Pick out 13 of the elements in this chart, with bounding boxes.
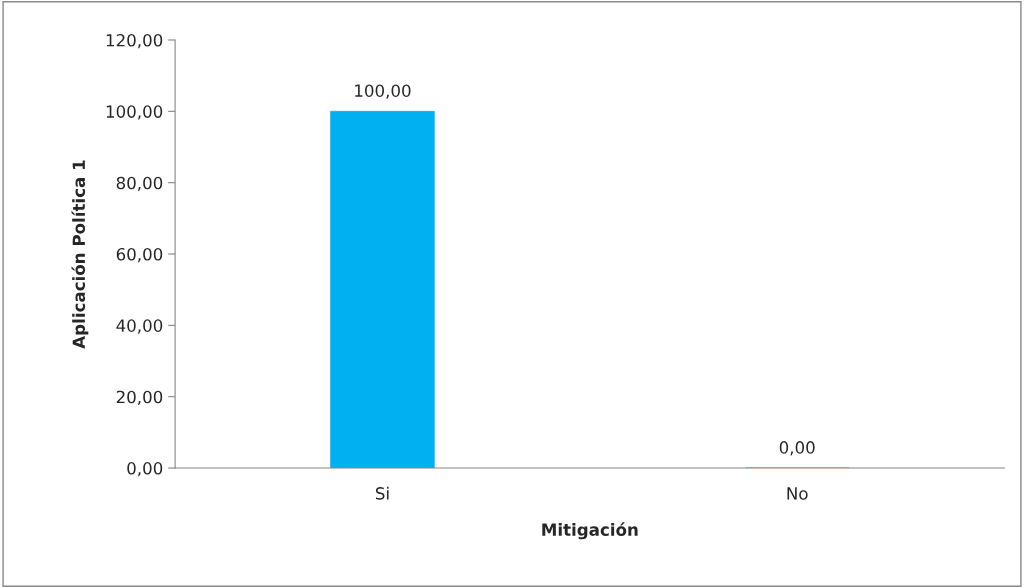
y-tick-label: 80,00 bbox=[116, 176, 163, 191]
x-axis-title: Mitigación bbox=[542, 522, 638, 540]
y-tick-label: 0,00 bbox=[127, 462, 163, 477]
y-tick-label: 20,00 bbox=[116, 390, 163, 405]
y-tick-label: 100,00 bbox=[106, 105, 163, 120]
y-tick-label: 40,00 bbox=[116, 319, 163, 334]
y-axis-title: Aplicación Política 1 bbox=[71, 160, 89, 349]
data-label: 100,00 bbox=[355, 84, 411, 99]
y-tick-label: 120,00 bbox=[106, 33, 163, 49]
data-label: 0,00 bbox=[779, 441, 815, 456]
x-tick-label: No bbox=[787, 487, 808, 500]
y-tick-label: 60,00 bbox=[116, 247, 163, 263]
x-tick-label: Si bbox=[375, 486, 389, 500]
